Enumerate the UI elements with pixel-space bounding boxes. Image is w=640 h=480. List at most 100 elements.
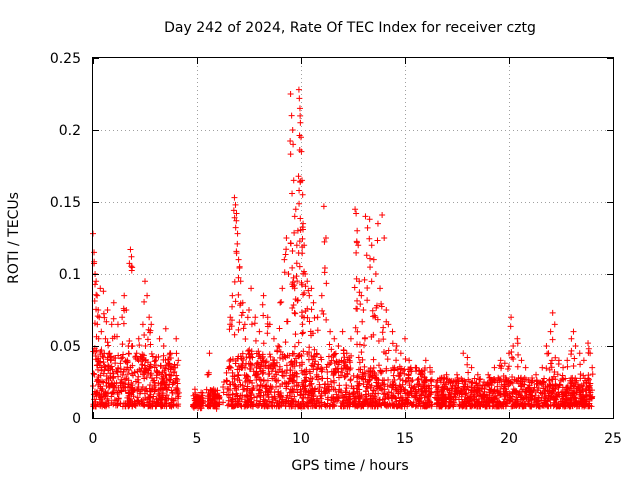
data-point [157, 385, 164, 392]
data-point [289, 279, 296, 286]
data-point [522, 364, 529, 371]
data-point [297, 215, 304, 222]
data-point [293, 359, 300, 366]
data-point [443, 371, 450, 378]
data-point [547, 328, 554, 335]
data-point [479, 382, 486, 389]
data-point [142, 278, 148, 285]
data-point [140, 396, 147, 403]
data-point [251, 320, 258, 327]
data-point [307, 375, 314, 382]
data-point [585, 372, 592, 379]
data-point [244, 314, 251, 321]
data-point [285, 380, 292, 387]
data-point [240, 325, 247, 332]
data-point [412, 403, 419, 410]
data-point [272, 368, 279, 375]
data-point [408, 390, 415, 397]
y-tick-labels: 0 0.05 0.1 0.15 0.2 0.25 [50, 51, 81, 427]
data-point [156, 335, 163, 342]
data-point [413, 402, 420, 409]
data-point [279, 381, 286, 388]
data-point [576, 403, 583, 410]
data-point [263, 402, 270, 409]
data-point [542, 393, 549, 400]
data-point [447, 402, 454, 409]
data-point [242, 335, 249, 342]
data-point [363, 383, 370, 390]
data-point [384, 356, 391, 363]
data-point [236, 263, 243, 270]
data-point [552, 354, 559, 361]
data-point [253, 369, 260, 376]
data-point [294, 227, 301, 234]
data-point [374, 220, 381, 227]
data-point [585, 345, 592, 352]
data-point [139, 362, 146, 369]
data-point [420, 400, 427, 407]
data-point [292, 331, 299, 338]
data-point [280, 399, 287, 406]
data-point [577, 371, 584, 378]
data-point [141, 332, 148, 339]
data-point [296, 200, 303, 207]
data-point [284, 366, 291, 373]
data-point [539, 364, 546, 371]
data-point [421, 403, 428, 410]
data-point [426, 364, 433, 371]
data-point [471, 392, 478, 399]
data-point [504, 365, 511, 372]
data-point [236, 319, 243, 326]
data-point [308, 306, 315, 313]
data-point [239, 382, 246, 389]
data-point [370, 256, 377, 263]
x-axis-title: GPS time / hours [291, 458, 408, 474]
data-point [229, 396, 236, 403]
y-tick-label: 0.05 [50, 339, 81, 355]
data-point [121, 292, 128, 299]
data-point [270, 396, 277, 403]
data-point [95, 366, 102, 373]
data-point [567, 400, 574, 407]
data-point [287, 240, 294, 247]
data-point [166, 376, 173, 383]
data-point [281, 353, 288, 360]
data-point [461, 398, 468, 405]
data-point [242, 364, 249, 371]
data-point [330, 351, 337, 358]
grid-lines [93, 58, 613, 418]
data-point [101, 363, 108, 370]
data-point [368, 278, 375, 285]
data-point [275, 391, 282, 398]
data-point [146, 364, 153, 371]
data-point [296, 263, 303, 270]
data-point [552, 376, 559, 383]
data-point [162, 365, 169, 372]
data-point [141, 298, 148, 305]
data-point [220, 383, 227, 390]
data-point [146, 399, 153, 406]
data-point [266, 362, 273, 369]
data-point [471, 402, 478, 409]
data-point [102, 403, 109, 410]
data-point [510, 343, 517, 349]
data-point [496, 362, 503, 369]
data-point [289, 247, 296, 254]
data-point [227, 381, 234, 388]
data-point [247, 366, 254, 373]
data-point [260, 396, 267, 403]
data-point [167, 363, 174, 370]
data-point [128, 384, 135, 391]
data-point [579, 385, 586, 392]
data-point [263, 385, 270, 392]
data-point [256, 365, 263, 372]
data-point [297, 392, 304, 399]
data-point [274, 347, 281, 354]
data-point [213, 405, 220, 412]
data-point [375, 376, 382, 383]
data-point [364, 285, 371, 292]
data-point [572, 394, 579, 401]
data-point [574, 381, 581, 388]
data-point [97, 285, 104, 292]
data-point [318, 399, 325, 406]
